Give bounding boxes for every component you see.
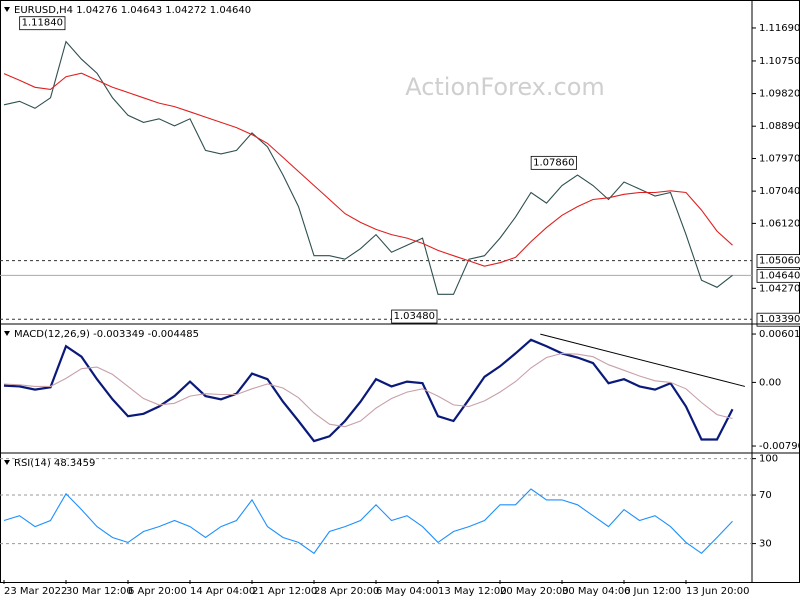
y-tick-label: 1.09820 [759, 89, 800, 100]
series-line [3, 72, 733, 267]
panel-title: EURUSD,H4 1.04276 1.04643 1.04272 1.0464… [14, 5, 251, 16]
x-tick-label: 30 Mar 12:00 [66, 586, 133, 597]
x-tick-label: 30 May 04:00 [562, 586, 631, 597]
series-line [3, 352, 733, 428]
title-marker [4, 7, 10, 12]
x-tick-label: 6 May 04:00 [376, 586, 438, 597]
x-tick-label: 20 May 20:00 [500, 586, 569, 597]
series-line [3, 488, 733, 555]
x-tick-label: 23 Mar 2022 [4, 586, 67, 597]
y-tick-label: 100 [759, 454, 778, 465]
x-tick-label: 13 Jun 20:00 [686, 586, 750, 597]
horizontal-line-label: 1.03390 [759, 314, 800, 325]
y-tick-label: 1.07970 [759, 153, 800, 164]
y-tick-label: 0.00 [759, 377, 781, 388]
label-box [756, 312, 800, 327]
y-tick-label: 70 [759, 490, 772, 501]
price-annotation: 1.11840 [22, 18, 63, 29]
label-box [19, 16, 66, 31]
y-tick-label: 0.006012 [759, 329, 800, 340]
series-line [3, 40, 733, 295]
x-tick-label: 21 Apr 12:00 [252, 586, 317, 597]
y-tick-label: 1.10750 [759, 56, 800, 67]
y-tick-label: 1.06120 [759, 218, 800, 229]
x-tick-label: 6 Apr 20:00 [128, 586, 187, 597]
x-tick-label: 14 Apr 04:00 [190, 586, 255, 597]
panel-title: RSI(14) 48.3459 [14, 458, 95, 469]
label-box [756, 268, 800, 283]
label-box [530, 155, 577, 170]
x-tick-label: 6 Jun 12:00 [624, 586, 681, 597]
title-marker [4, 460, 10, 465]
y-tick-label: 1.07040 [759, 186, 800, 197]
label-box [391, 309, 438, 324]
y-tick-label: 1.11690 [759, 23, 800, 34]
y-tick-label: 1.04270 [759, 283, 800, 294]
x-tick-label: 13 May 12:00 [438, 586, 507, 597]
price-annotation: 1.07860 [533, 157, 574, 168]
horizontal-line-label: 1.04640 [759, 270, 800, 281]
horizontal-line-label: 1.05060 [759, 256, 800, 267]
y-tick-label: 1.08890 [759, 121, 800, 132]
panel-title: MACD(12,26,9) -0.003349 -0.004485 [14, 329, 199, 340]
title-marker [4, 331, 10, 336]
x-tick-label: 28 Apr 20:00 [314, 586, 379, 597]
watermark: ActionForex.com [405, 73, 605, 101]
y-tick-label: -0.007907 [759, 441, 800, 452]
trend-line [540, 333, 746, 387]
y-tick-label: 30 [759, 539, 772, 550]
label-box [756, 254, 800, 268]
price-annotation: 1.03480 [394, 311, 435, 322]
series-line [3, 338, 734, 443]
